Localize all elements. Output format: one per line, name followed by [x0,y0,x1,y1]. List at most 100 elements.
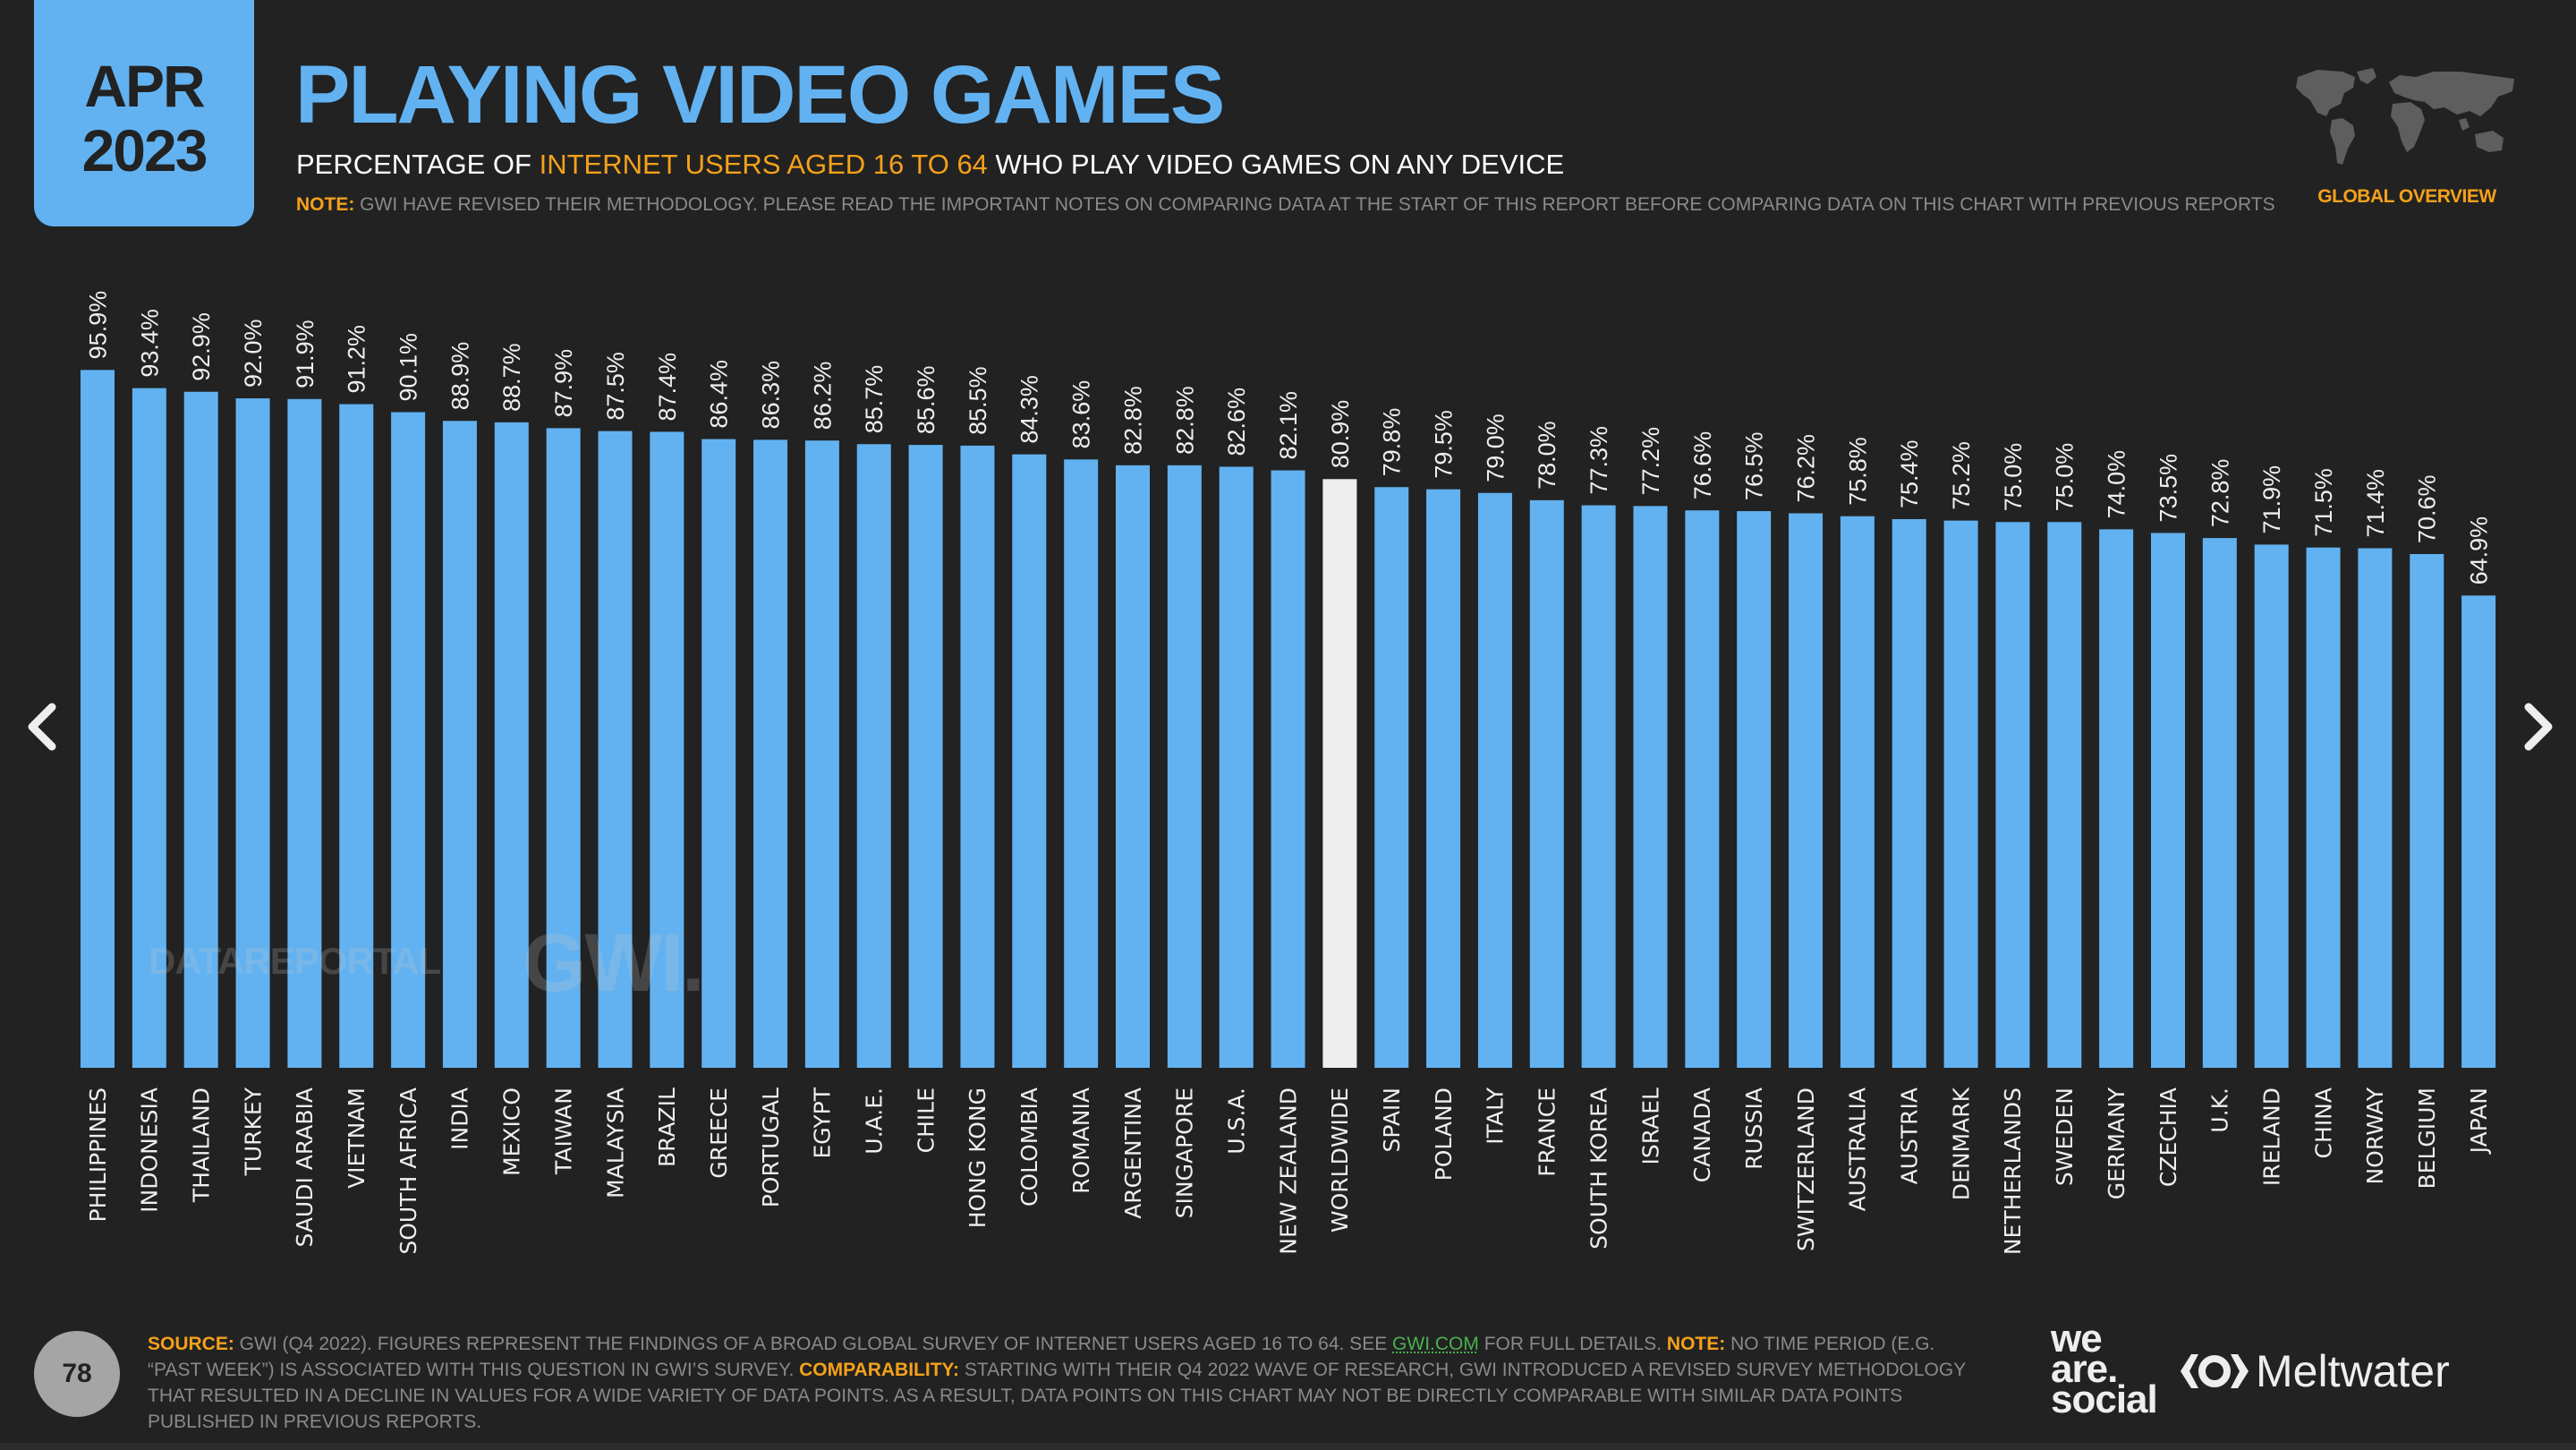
bottom-strip [0,1443,2576,1450]
bar-thailand [183,391,218,1068]
value-label: 88.9% [446,342,473,411]
value-label: 86.3% [758,361,785,430]
bar-sweden [2047,522,2082,1068]
logo-we: we [2051,1317,2103,1360]
chevron-right-icon [2524,703,2553,751]
bar-argentina [1116,465,1150,1068]
bar-greece [701,439,736,1068]
category-label: INDONESIA [137,1088,163,1213]
value-label: 92.0% [240,319,267,388]
value-label: 73.5% [2155,454,2181,523]
value-label: 82.8% [1171,386,1198,455]
next-slide-button[interactable] [2511,700,2564,754]
category-label: IRELAND [2258,1088,2284,1186]
bar-chile [908,445,943,1068]
bar-indonesia [132,388,166,1069]
comparability-text: STARTING WITH THEIR Q4 2022 WAVE OF RESE… [148,1360,1966,1432]
bar-turkey [235,398,270,1068]
value-label: 77.3% [1586,426,1612,495]
value-label: 71.9% [2258,465,2285,534]
date-year: 2023 [81,116,208,183]
bar-russia [1737,511,1772,1068]
value-label: 76.2% [1793,434,1820,503]
value-label: 82.1% [1275,391,1302,460]
value-label: 71.5% [2310,468,2337,537]
bar-taiwan [546,428,581,1068]
value-label: 92.9% [188,312,215,381]
value-label: 87.4% [654,353,681,422]
category-label: EGYPT [810,1087,836,1158]
date-badge: APR 2023 [34,0,254,226]
source-footnote: SOURCE: GWI (Q4 2022). FIGURES REPRESENT… [148,1331,1982,1435]
category-label: VIETNAM [344,1088,370,1189]
value-label: 78.0% [1534,421,1560,490]
category-label: INDIA [447,1088,473,1150]
bar-austria [1892,518,1926,1068]
bar-portugal [753,439,788,1069]
category-label: MEXICO [499,1088,525,1176]
value-label: 86.2% [809,362,836,431]
value-label: 71.4% [2362,469,2389,538]
bar-norway [2358,548,2393,1068]
category-label: U.A.E. [862,1088,888,1155]
value-label: 75.2% [1948,441,1975,510]
previous-slide-button[interactable] [16,700,70,754]
footer-note-label: NOTE: [1666,1334,1726,1354]
category-label: SOUTH KOREA [1586,1088,1611,1250]
subtitle-post: WHO PLAY VIDEO GAMES ON ANY DEVICE [987,149,1565,180]
value-label: 95.9% [84,291,111,360]
category-label: PHILIPPINES [85,1088,111,1222]
category-label: BRAZIL [654,1088,680,1167]
category-label: SAUDI ARABIA [292,1088,318,1248]
category-label: SPAIN [1379,1088,1405,1153]
value-label: 80.9% [1327,400,1354,469]
value-label: 87.5% [602,352,629,421]
category-label: NEW ZEALAND [1275,1088,1301,1255]
bar-poland [1426,489,1461,1068]
value-label: 79.8% [1379,408,1406,477]
category-label: AUSTRIA [1897,1088,1923,1184]
value-label: 79.0% [1482,414,1509,482]
bar-brazil [650,431,684,1068]
value-label: 76.5% [1741,431,1768,500]
category-label: SINGAPORE [1172,1088,1198,1218]
category-label: AUSTRALIA [1845,1088,1871,1211]
category-label: COLOMBIA [1016,1088,1042,1207]
category-label: SOUTH AFRICA [395,1088,421,1255]
value-label: 75.8% [1844,437,1871,506]
logo-are: are. [2051,1347,2118,1391]
category-label: GREECE [706,1088,732,1179]
bar-u-k [2202,538,2237,1068]
section-label: GLOBAL OVERVIEW [2317,186,2496,207]
category-label: TURKEY [240,1087,266,1176]
category-label: ITALY [1483,1087,1509,1144]
bar-czechia [2151,533,2185,1068]
value-label: 75.4% [1896,439,1923,508]
value-label: 88.7% [498,343,525,412]
category-label: BELGIUM [2414,1088,2440,1190]
value-label: 75.0% [2052,443,2079,512]
value-label: 84.3% [1016,375,1043,444]
bar-philippines [81,370,115,1068]
note-label: NOTE: [296,194,355,215]
category-label: U.S.A. [1223,1088,1249,1155]
bar-israel [1633,506,1668,1068]
comparability-label: COMPARABILITY: [799,1360,959,1380]
value-label: 70.6% [2414,474,2441,543]
category-label: THAILAND [188,1088,214,1203]
subtitle-highlight: INTERNET USERS AGED 16 TO 64 [539,149,988,180]
value-label: 77.2% [1637,427,1664,496]
category-label: GERMANY [2104,1087,2130,1199]
footer-note-text: NO TIME PERIOD (E.G. “PAST WEEK”) IS ASS… [148,1334,1935,1380]
gwi-link[interactable]: GWI.COM [1392,1334,1479,1354]
value-label: 74.0% [2104,450,2130,519]
category-label: PORTUGAL [758,1088,784,1207]
meltwater-icon [2181,1354,2249,1388]
note-text: GWI HAVE REVISED THEIR METHODOLOGY. PLEA… [354,194,2275,215]
bar-canada [1685,510,1720,1068]
bar-malaysia [598,431,633,1068]
category-label: DENMARK [1948,1087,1974,1200]
category-label: CZECHIA [2155,1088,2181,1187]
value-label: 91.2% [344,325,370,394]
